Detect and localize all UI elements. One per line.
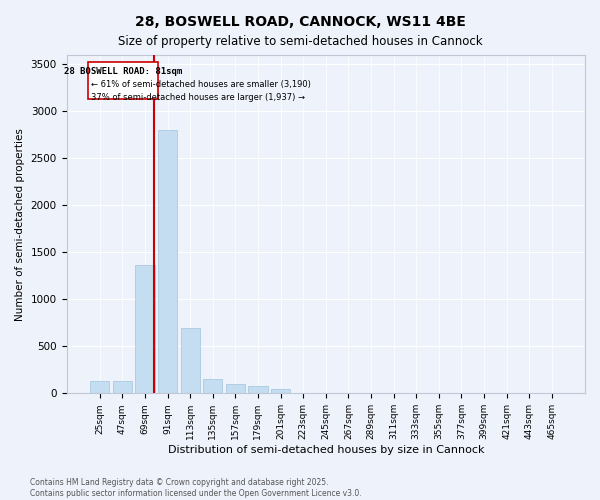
Bar bbox=[90, 381, 109, 394]
Bar bbox=[203, 379, 223, 394]
Bar bbox=[158, 130, 177, 394]
Text: 28 BOSWELL ROAD: 81sqm: 28 BOSWELL ROAD: 81sqm bbox=[64, 67, 182, 76]
Bar bbox=[181, 328, 200, 394]
Text: Contains HM Land Registry data © Crown copyright and database right 2025.
Contai: Contains HM Land Registry data © Crown c… bbox=[30, 478, 362, 498]
Text: 37% of semi-detached houses are larger (1,937) →: 37% of semi-detached houses are larger (… bbox=[91, 92, 305, 102]
Bar bbox=[113, 381, 132, 394]
X-axis label: Distribution of semi-detached houses by size in Cannock: Distribution of semi-detached houses by … bbox=[167, 445, 484, 455]
Text: 28, BOSWELL ROAD, CANNOCK, WS11 4BE: 28, BOSWELL ROAD, CANNOCK, WS11 4BE bbox=[134, 15, 466, 29]
Text: ← 61% of semi-detached houses are smaller (3,190): ← 61% of semi-detached houses are smalle… bbox=[91, 80, 311, 90]
Y-axis label: Number of semi-detached properties: Number of semi-detached properties bbox=[15, 128, 25, 320]
Bar bbox=[136, 264, 155, 394]
Bar bbox=[271, 389, 290, 394]
Text: Size of property relative to semi-detached houses in Cannock: Size of property relative to semi-detach… bbox=[118, 35, 482, 48]
FancyBboxPatch shape bbox=[88, 62, 158, 99]
Bar bbox=[226, 384, 245, 394]
Bar bbox=[248, 386, 268, 394]
